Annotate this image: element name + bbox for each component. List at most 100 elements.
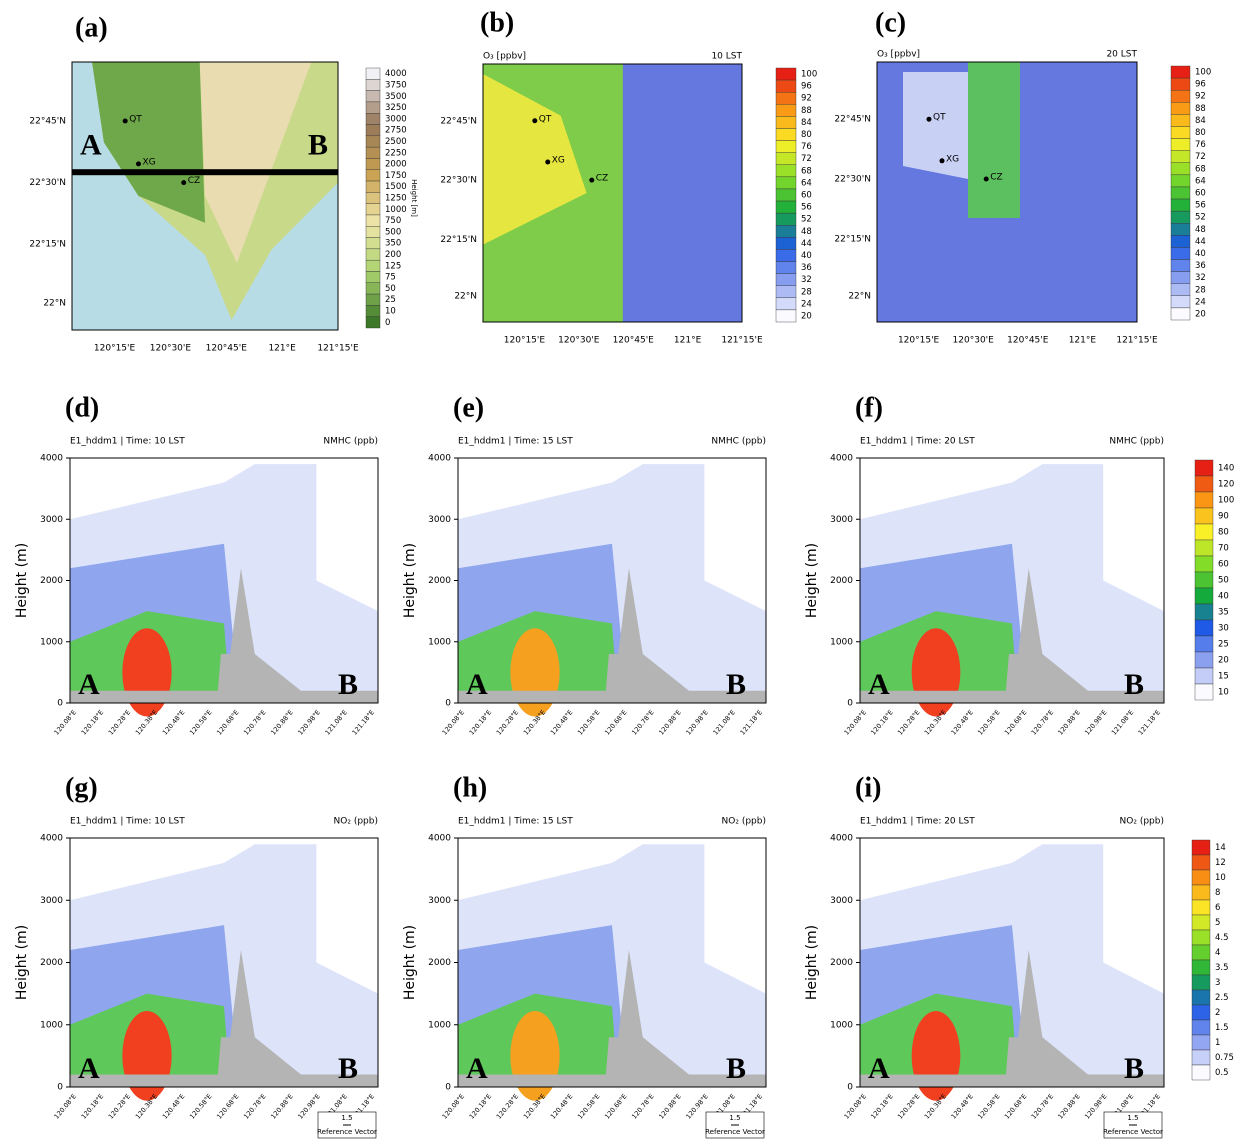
- colorbar-cell: [1191, 884, 1211, 901]
- section-end: B: [1124, 668, 1144, 701]
- y-axis-label: Height (m): [14, 925, 30, 1000]
- y-axis-label: Height (m): [804, 925, 820, 1000]
- x-tick-label: 120.48°E: [161, 1092, 186, 1120]
- x-tick-label: 120.78°E: [242, 1092, 267, 1120]
- colorbar-label: 3: [1215, 978, 1220, 988]
- section-end: A: [466, 668, 488, 701]
- colorbar-cell: [1170, 307, 1191, 321]
- section-title: E1_hddm1 | Time: 10 LST: [70, 437, 185, 447]
- colorbar-label: 92: [801, 94, 812, 104]
- colorbar-label: 2500: [385, 137, 407, 147]
- map-frame: [71, 61, 339, 331]
- colorbar-label: 64: [801, 178, 812, 188]
- colorbar-title: Height [m]: [410, 179, 418, 217]
- colorbar-cell: [365, 259, 381, 272]
- colorbar-label: 3250: [385, 103, 407, 113]
- y-tick-label: 2000: [428, 576, 451, 586]
- colorbar-label: 100: [1195, 68, 1211, 78]
- colorbar-label: 3.5: [1215, 963, 1229, 973]
- section-end: B: [338, 1052, 358, 1085]
- colorbar-cell: [775, 104, 797, 117]
- section-title: E1_hddm1 | Time: 15 LST: [458, 817, 573, 827]
- x-tick-label: 120.98°E: [684, 708, 709, 736]
- colorbar-cell: [365, 124, 381, 137]
- x-tick-label: 120.18°E: [869, 708, 894, 736]
- place-label: CZ: [990, 173, 1002, 183]
- colorbar-label: 52: [1195, 213, 1206, 223]
- colorbar-label: 1250: [385, 194, 407, 204]
- y-tick-label: 4000: [428, 454, 451, 464]
- place-label: CZ: [596, 174, 608, 184]
- colorbar-label: 15: [1218, 672, 1229, 682]
- section-end: B: [726, 1052, 746, 1085]
- colorbar-cell: [1194, 475, 1214, 493]
- colorbar-label: 48: [801, 227, 812, 237]
- lon-tick: 120°15'E: [504, 336, 546, 346]
- lat-tick: 22°30'N: [440, 176, 477, 186]
- x-tick-label: 120.58°E: [188, 1092, 213, 1120]
- x-tick-label: 120.88°E: [657, 708, 682, 736]
- colorbar-cell: [775, 249, 797, 262]
- map-frame: [482, 63, 743, 323]
- section-end: B: [338, 668, 358, 701]
- colorbar-cell: [1194, 507, 1214, 525]
- colorbar-cell: [1170, 174, 1191, 188]
- colorbar-cell: [775, 188, 797, 202]
- x-tick-label: 120.58°E: [188, 708, 213, 736]
- colorbar-cell: [1191, 1064, 1211, 1081]
- terrain: [860, 950, 1164, 1087]
- colorbar-cell: [1194, 635, 1214, 653]
- colorbar-cell: [365, 113, 381, 125]
- colorbar-cell: [365, 180, 381, 193]
- panel-label: (e): [453, 392, 484, 423]
- lon-tick: 120°15'E: [94, 344, 136, 354]
- colorbar-label: 72: [801, 154, 812, 164]
- x-tick-label: 120.98°E: [296, 708, 321, 736]
- colorbar-cell: [1194, 683, 1214, 701]
- x-tick-label: 120.48°E: [549, 708, 574, 736]
- section-line: [72, 169, 338, 176]
- reference-label: Reference Vector: [1103, 1128, 1163, 1136]
- colorbar-label: 3750: [385, 80, 407, 90]
- colorbar-cell: [1191, 974, 1211, 991]
- y-tick-label: 4000: [428, 834, 451, 844]
- terrain: [860, 568, 1164, 703]
- place-dot: [983, 176, 989, 182]
- place-dot: [136, 161, 141, 167]
- y-tick-label: 3000: [830, 896, 853, 906]
- panel-label: (b): [480, 7, 514, 38]
- y-tick-label: 3000: [40, 515, 63, 525]
- section-end: A: [80, 129, 102, 162]
- colorbar-cell: [1194, 523, 1214, 541]
- place-label: XG: [143, 157, 156, 167]
- colorbar-label: 25: [1218, 640, 1229, 650]
- x-tick-label: 120.58°E: [576, 1092, 601, 1120]
- colorbar-cell: [775, 297, 797, 311]
- colorbar-label: 96: [1195, 80, 1206, 90]
- colorbar-cell: [775, 225, 797, 238]
- field-east: [622, 64, 742, 322]
- section-title: E1_hddm1 | Time: 10 LST: [70, 817, 185, 827]
- y-tick-label: 0: [57, 1083, 63, 1093]
- colorbar-cell: [365, 237, 381, 250]
- lon-tick: 120°15'E: [898, 336, 940, 346]
- lat-tick: 22°N: [43, 299, 66, 309]
- y-tick-label: 4000: [830, 834, 853, 844]
- colorbar-label: 4000: [385, 69, 407, 79]
- field-high: [483, 74, 587, 245]
- colorbar-label: 90: [1218, 512, 1229, 522]
- colorbar-label: 60: [801, 191, 812, 201]
- colorbar-label: 25: [385, 295, 396, 305]
- colorbar-label: 2750: [385, 126, 407, 136]
- colorbar-cell: [365, 248, 381, 261]
- x-tick-label: 120.68°E: [215, 1092, 240, 1120]
- colorbar-label: 10: [385, 307, 396, 317]
- colorbar-label: 350: [385, 239, 401, 249]
- colorbar-cell: [365, 169, 381, 182]
- colorbar-cell: [775, 116, 797, 129]
- x-tick-label: 120.48°E: [949, 708, 974, 736]
- colorbar-label: 12: [1215, 858, 1226, 868]
- colorbar-label: 56: [1195, 201, 1206, 211]
- colorbar-label: 44: [801, 239, 812, 249]
- map-title: 20 LST: [1106, 50, 1137, 60]
